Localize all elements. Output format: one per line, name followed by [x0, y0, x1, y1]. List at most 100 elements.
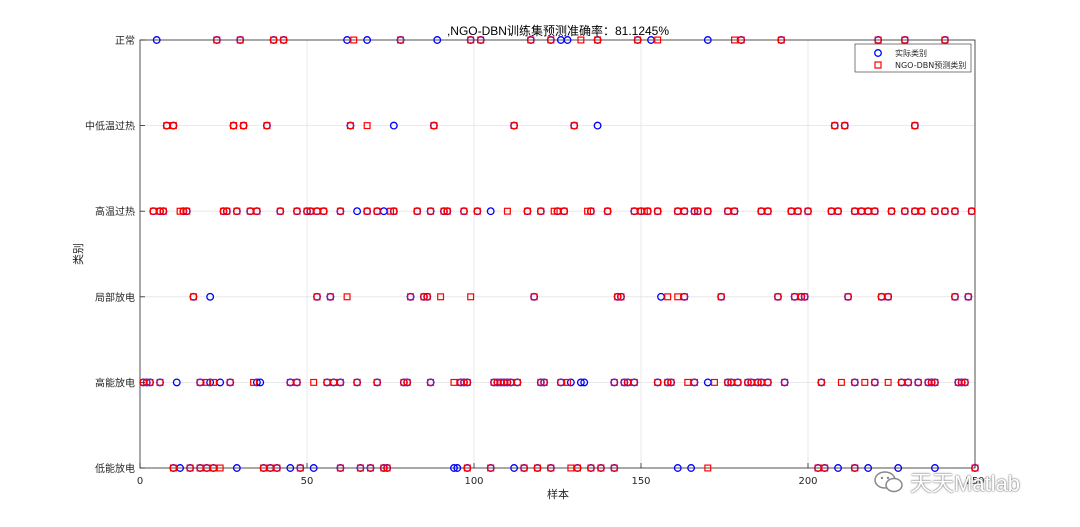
actual-point [703, 36, 712, 44]
predicted-point [169, 464, 177, 472]
predicted-point [804, 207, 812, 215]
predicted-point [911, 122, 919, 130]
predicted-point [336, 207, 344, 215]
predicted-point [781, 378, 789, 386]
predicted-point [330, 378, 338, 386]
predicted-point [851, 464, 859, 472]
predicted-point [577, 36, 585, 44]
actual-point [510, 464, 519, 472]
x-axis-label: 样本 [547, 487, 569, 501]
predicted-point [694, 207, 702, 215]
predicted-point [246, 207, 254, 215]
predicted-point [831, 122, 839, 130]
y-axis-label: 类别 [71, 243, 85, 265]
chart-title: ,NGO-DBN训练集预测准确率：81.1245% [447, 23, 669, 38]
watermark: 天天Matlab [874, 466, 1064, 498]
x-tick-label: 200 [798, 476, 817, 487]
data-series [139, 36, 979, 472]
y-tick-label: 正常 [115, 34, 135, 47]
predicted-point [674, 293, 682, 301]
predicted-point [634, 36, 642, 44]
predicted-point [630, 378, 638, 386]
predicted-point [343, 293, 351, 301]
wechat-icon [874, 471, 903, 493]
predicted-point [801, 293, 809, 301]
predicted-point [874, 36, 882, 44]
predicted-point [630, 207, 638, 215]
predicted-point [487, 464, 495, 472]
predicted-point [587, 207, 595, 215]
predicted-point [841, 122, 849, 130]
predicted-point [473, 207, 481, 215]
predicted-point [523, 207, 531, 215]
predicted-point [203, 464, 211, 472]
predicted-point [791, 293, 799, 301]
legend-actual-marker [874, 49, 882, 57]
predicted-point [964, 293, 972, 301]
predicted-point [787, 207, 795, 215]
predicted-point [567, 464, 575, 472]
predicted-point [323, 378, 331, 386]
predicted-point [851, 378, 859, 386]
predicted-point [968, 207, 976, 215]
predicted-point [250, 378, 258, 386]
predicted-point [864, 207, 872, 215]
x-tick-label: 250 [965, 476, 984, 487]
predicted-point [604, 207, 612, 215]
predicted-point [898, 378, 906, 386]
predicted-point [463, 464, 471, 472]
predicted-point [373, 378, 381, 386]
predicted-point [871, 207, 879, 215]
actual-point [593, 121, 602, 130]
predicted-point [510, 122, 518, 130]
actual-point [563, 36, 572, 44]
predicted-point [533, 464, 541, 472]
predicted-point [467, 293, 475, 301]
predicted-point [560, 207, 568, 215]
predicted-point [904, 378, 912, 386]
predicted-point [346, 122, 354, 130]
predicted-point [310, 378, 318, 386]
actual-point [580, 378, 589, 387]
predicted-point [871, 378, 879, 386]
predicted-point [617, 293, 625, 301]
actual-point [363, 36, 372, 44]
predicted-point [564, 378, 572, 386]
actual-point [930, 464, 939, 472]
predicted-point [911, 207, 919, 215]
actual-point [450, 464, 458, 472]
predicted-point [644, 207, 652, 215]
predicted-point [570, 122, 578, 130]
predicted-point [664, 293, 672, 301]
predicted-point [553, 207, 561, 215]
legend-predicted-marker [874, 61, 882, 69]
predicted-point [887, 207, 895, 215]
predicted-point [223, 207, 231, 215]
predicted-point [203, 378, 211, 386]
predicted-point [851, 207, 859, 215]
predicted-point [918, 207, 926, 215]
predicted-point [159, 207, 167, 215]
predicted-point [407, 293, 415, 301]
predicted-point [654, 36, 662, 44]
predicted-point [527, 36, 535, 44]
predicted-point [731, 207, 739, 215]
predicted-point [710, 378, 718, 386]
predicted-point [507, 378, 515, 386]
x-tick-label: 50 [301, 476, 314, 487]
predicted-point [961, 378, 969, 386]
x-tick-label: 150 [631, 476, 650, 487]
predicted-point [931, 378, 939, 386]
predicted-point [260, 464, 268, 472]
predicted-point [169, 122, 177, 130]
actual-point [433, 36, 442, 44]
watermark-text: 天天Matlab [910, 471, 1021, 496]
predicted-point [296, 464, 304, 472]
predicted-point [443, 207, 451, 215]
predicted-point [857, 207, 865, 215]
actual-point [172, 378, 181, 387]
actual-point [453, 464, 462, 472]
predicted-point [280, 36, 288, 44]
predicted-point [293, 207, 301, 215]
predicted-point [734, 378, 742, 386]
